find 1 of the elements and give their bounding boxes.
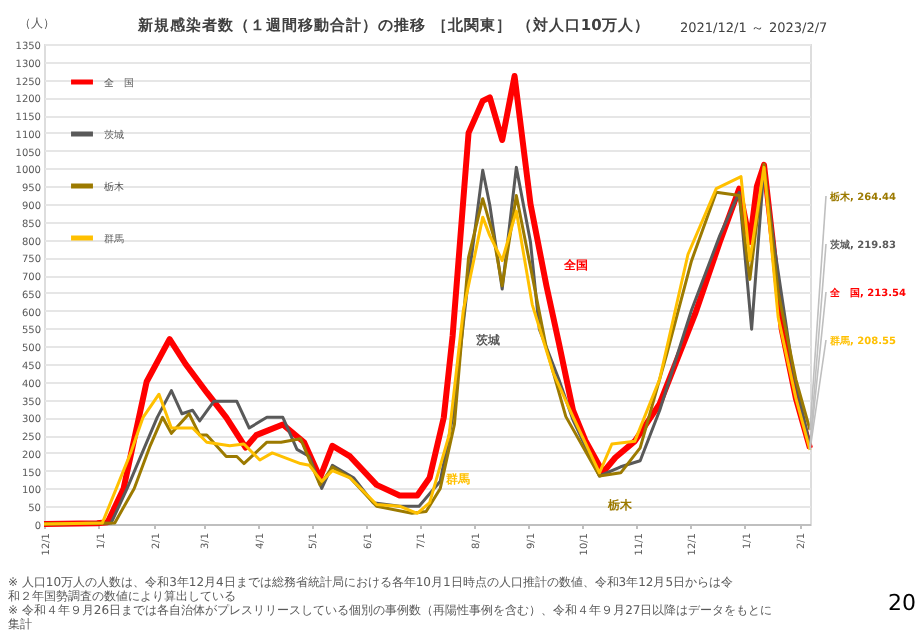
text: 20	[888, 590, 916, 616]
